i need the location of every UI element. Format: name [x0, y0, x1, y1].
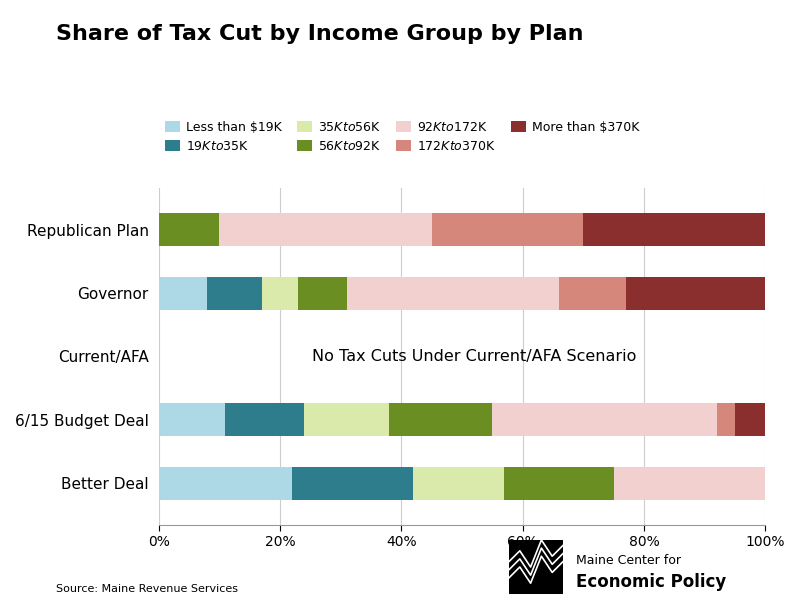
Bar: [735, 403, 766, 436]
Text: Economic Policy: Economic Policy: [576, 573, 726, 591]
Bar: [583, 213, 766, 246]
Bar: [207, 277, 262, 310]
Bar: [492, 403, 717, 436]
Bar: [504, 467, 614, 500]
Legend: Less than $19K, $19K to $35K, $35K to $56K, $56K to $92K, $92K to $172K, $172K t: Less than $19K, $19K to $35K, $35K to $5…: [165, 121, 640, 153]
Bar: [158, 467, 292, 500]
Bar: [292, 467, 414, 500]
Bar: [304, 403, 389, 436]
Bar: [158, 403, 226, 436]
Bar: [431, 213, 583, 246]
Bar: [346, 277, 559, 310]
Bar: [298, 277, 346, 310]
Text: Share of Tax Cut by Income Group by Plan: Share of Tax Cut by Income Group by Plan: [56, 24, 583, 44]
Bar: [614, 467, 766, 500]
Bar: [414, 467, 504, 500]
Text: Source: Maine Revenue Services: Source: Maine Revenue Services: [56, 584, 238, 594]
Bar: [559, 277, 626, 310]
Bar: [158, 213, 219, 246]
Bar: [158, 277, 207, 310]
Text: No Tax Cuts Under Current/AFA Scenario: No Tax Cuts Under Current/AFA Scenario: [312, 349, 636, 364]
Text: Maine Center for: Maine Center for: [576, 554, 681, 567]
Bar: [626, 277, 766, 310]
Bar: [226, 403, 304, 436]
Bar: [262, 277, 298, 310]
Bar: [717, 403, 735, 436]
Bar: [389, 403, 492, 436]
FancyBboxPatch shape: [509, 540, 563, 594]
Bar: [219, 213, 431, 246]
